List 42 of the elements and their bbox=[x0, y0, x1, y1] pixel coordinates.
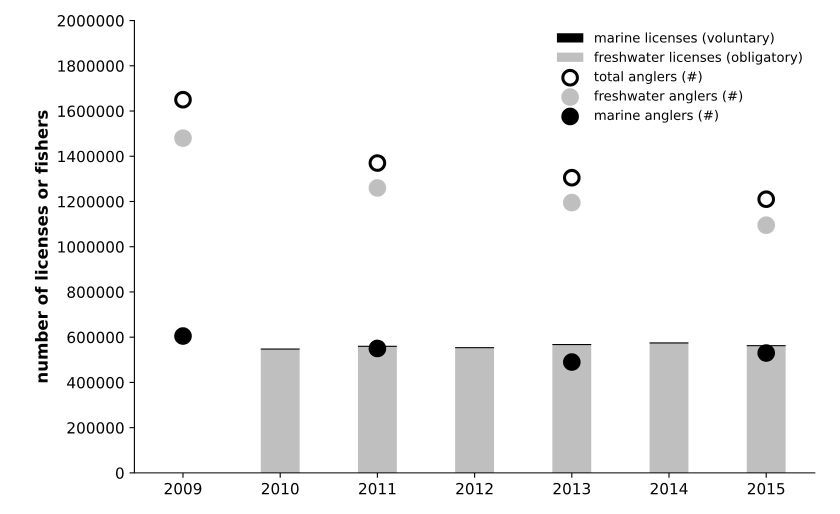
point bbox=[368, 179, 386, 197]
x-tick-label: 2012 bbox=[456, 482, 493, 494]
y-tick-label: 2000000 bbox=[58, 15, 124, 27]
y-tick-label: 1600000 bbox=[58, 105, 124, 118]
x-tick-label: 2013 bbox=[553, 482, 590, 494]
y-tick-label: 800000 bbox=[67, 286, 124, 298]
bar bbox=[455, 348, 494, 473]
y-tick-label: 0 bbox=[116, 467, 124, 479]
y-tick-label: 1200000 bbox=[58, 196, 124, 208]
bar bbox=[746, 346, 786, 473]
y-tick-label: 1000000 bbox=[58, 241, 124, 253]
y-axis-title: number of licenses or fishers bbox=[34, 110, 48, 382]
point bbox=[757, 344, 776, 362]
y-tick-label: 400000 bbox=[67, 376, 124, 388]
y-tick-label: 200000 bbox=[67, 422, 124, 434]
legend-label: marine licenses (voluntary) bbox=[595, 32, 774, 46]
x-tick-label: 2011 bbox=[359, 482, 396, 494]
point bbox=[562, 168, 581, 187]
y-tick-label: 1800000 bbox=[58, 60, 124, 72]
x-tick-label: 2009 bbox=[164, 482, 202, 494]
bar bbox=[650, 344, 688, 473]
point bbox=[562, 353, 581, 371]
point bbox=[757, 216, 776, 234]
point bbox=[174, 90, 192, 109]
legend-label: freshwater anglers (#) bbox=[594, 90, 742, 104]
point bbox=[757, 190, 776, 208]
y-tick-label: 600000 bbox=[67, 332, 124, 344]
legend-label: marine anglers (#) bbox=[595, 110, 718, 123]
bar bbox=[552, 345, 592, 473]
point bbox=[174, 129, 192, 147]
x-tick-label: 2015 bbox=[748, 482, 784, 494]
x-tick-label: 2014 bbox=[650, 482, 688, 494]
point bbox=[368, 154, 386, 172]
bar bbox=[260, 350, 300, 473]
point bbox=[368, 340, 386, 358]
point bbox=[174, 327, 192, 345]
x-tick-label: 2010 bbox=[262, 482, 299, 494]
legend-label: freshwater licenses (obligatory) bbox=[594, 52, 802, 65]
bar bbox=[358, 346, 397, 473]
point bbox=[562, 194, 581, 212]
y-tick-label: 1400000 bbox=[58, 150, 124, 162]
legend-label: total anglers (#) bbox=[594, 71, 702, 84]
